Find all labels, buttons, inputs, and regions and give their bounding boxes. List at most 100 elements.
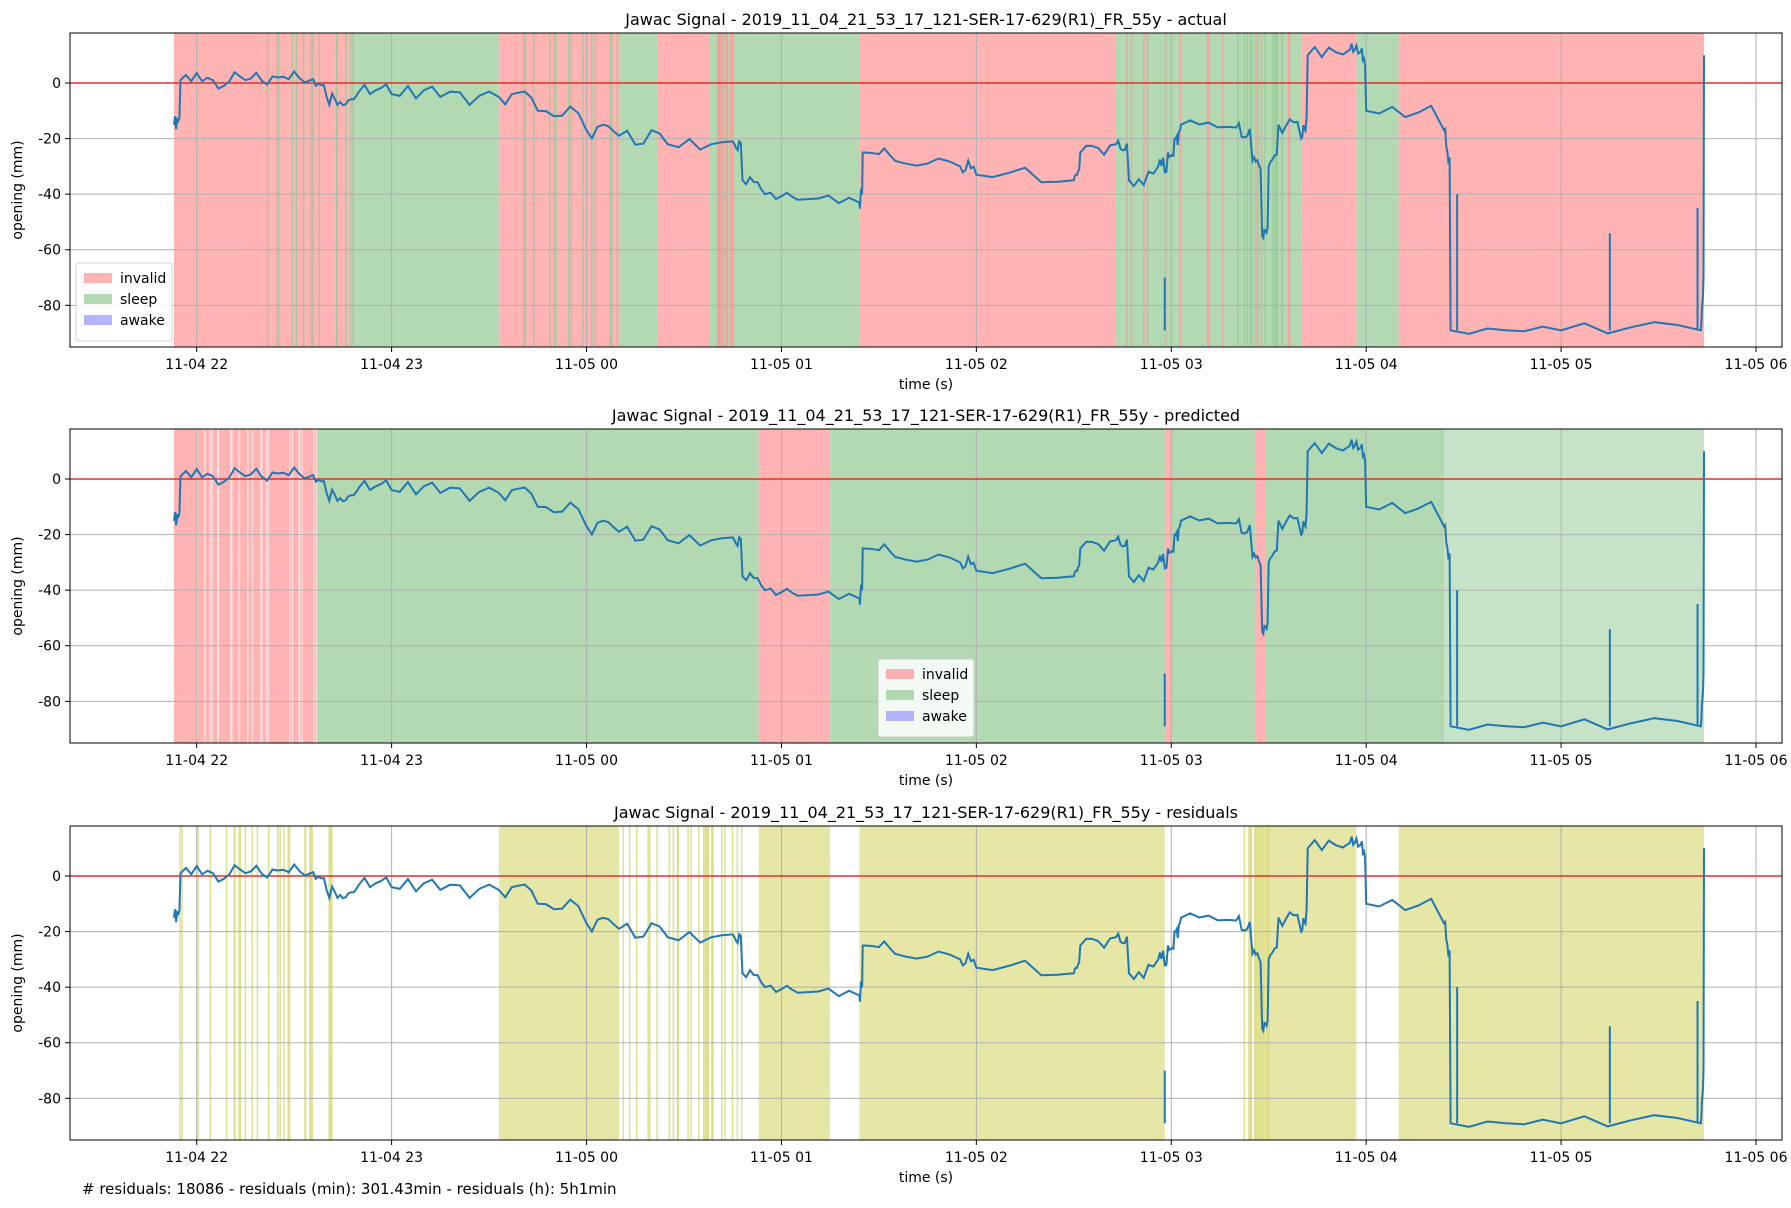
residual-tick (687, 826, 689, 1140)
band-stripe (568, 33, 570, 347)
band-stripe (1271, 33, 1274, 347)
residual-tick (244, 826, 247, 1140)
band-stripe (729, 33, 732, 347)
residual-tick (233, 826, 236, 1140)
band-invalid (758, 429, 831, 743)
legend-label-invalid: invalid (120, 271, 166, 287)
band-stripe (724, 33, 727, 347)
x-tick-label: 11-05 00 (555, 1150, 618, 1166)
band-stripe (1206, 33, 1209, 347)
x-tick-label: 11-05 02 (945, 357, 1008, 373)
y-axis-label: opening (mm) (10, 933, 26, 1032)
band-stripe (717, 33, 719, 347)
x-tick-label: 11-05 06 (1725, 1150, 1788, 1166)
band-stripe (352, 33, 354, 347)
band-stripe (229, 429, 232, 743)
x-tick-label: 11-05 06 (1725, 753, 1788, 769)
x-tick-label: 11-05 03 (1140, 1150, 1203, 1166)
band-residual (498, 826, 620, 1140)
band-stripe (1276, 33, 1278, 347)
chart-title: Jawac Signal - 2019_11_04_21_53_17_121-S… (624, 10, 1227, 30)
x-tick-label: 11-04 23 (360, 357, 423, 373)
band-stripe (524, 33, 527, 347)
band-stripe (549, 33, 551, 347)
chart-panel-0: 11-04 22 11-04 23 11-05 00 11-05 01 11-05 02… (10, 10, 1788, 393)
residual-tick (647, 826, 649, 1140)
band-stripe (295, 33, 298, 347)
band-sleep (1265, 429, 1445, 743)
residual-tick (721, 826, 723, 1140)
residual-tick (256, 826, 259, 1140)
legend-label-invalid: invalid (922, 667, 968, 683)
residual-tick (267, 826, 270, 1140)
x-tick-label: 11-05 05 (1530, 753, 1593, 769)
residual-tick (711, 826, 713, 1140)
chart-title: Jawac Signal - 2019_11_04_21_53_17_121-S… (613, 803, 1238, 823)
chart-panel-2: 11-04 22 11-04 23 11-05 00 11-05 01 11-05 02… (10, 803, 1788, 1186)
band-sleep (1171, 429, 1256, 743)
band-sleep (316, 429, 759, 743)
legend-label-awake: awake (120, 313, 165, 329)
band-stripe (289, 429, 291, 743)
band-stripe (1249, 33, 1251, 347)
y-tick-label: -60 (38, 243, 61, 259)
band-stripe (335, 33, 338, 347)
x-tick-label: 11-05 01 (750, 357, 813, 373)
band-stripe (261, 429, 263, 743)
signal-line (173, 835, 1705, 1128)
x-axis-label: time (s) (899, 377, 953, 393)
band-sleep (619, 33, 658, 347)
band-stripe (1179, 33, 1182, 347)
residual-tick (706, 826, 708, 1140)
band-sleep (1356, 33, 1399, 347)
band-stripe (1222, 33, 1224, 347)
residual-tick (283, 826, 285, 1140)
band-invalid (498, 33, 620, 347)
legend-swatch-sleep (84, 294, 112, 304)
residual-tick (287, 826, 289, 1140)
residual-tick (731, 826, 734, 1140)
plot-area (70, 826, 1782, 1140)
y-tick-label: -20 (38, 132, 61, 148)
residual-tick (1250, 826, 1253, 1140)
legend-swatch-invalid (886, 669, 914, 679)
residual-tick (179, 826, 181, 1140)
residual-tick (1257, 826, 1260, 1140)
band-sleep (352, 33, 499, 347)
legend-label-awake: awake (922, 709, 967, 725)
x-tick-label: 11-05 03 (1140, 357, 1203, 373)
panels: 11-04 22 11-04 23 11-05 00 11-05 01 11-05 02… (10, 10, 1788, 1186)
residual-tick (724, 826, 726, 1140)
band-residual (1398, 826, 1705, 1140)
band-stripe (276, 33, 279, 347)
residual-tick (197, 826, 199, 1140)
band-stripe (318, 33, 321, 347)
band-stripe (298, 429, 300, 743)
residual-tick (309, 826, 311, 1140)
y-tick-label: -40 (38, 980, 61, 996)
residual-tick (648, 826, 651, 1140)
x-tick-label: 11-05 04 (1335, 357, 1398, 373)
residual-tick (677, 826, 680, 1140)
band-stripe (266, 33, 269, 347)
axes-frame (69, 32, 1783, 348)
band-stripe (211, 429, 213, 743)
band-stripe (315, 429, 318, 743)
band-stripe (217, 429, 220, 743)
residual-tick (1249, 826, 1251, 1140)
band-stripe (1275, 33, 1278, 347)
x-axis-label: time (s) (899, 1170, 953, 1186)
band-residual (859, 826, 1165, 1140)
residual-tick (276, 826, 279, 1140)
residual-tick (279, 826, 281, 1140)
y-tick-label: -20 (38, 528, 61, 544)
x-tick-label: 11-04 23 (360, 753, 423, 769)
y-tick-label: -80 (38, 298, 61, 314)
signal-line (173, 42, 1705, 335)
y-tick-label: -80 (38, 1091, 61, 1107)
axes-frame (69, 825, 1783, 1141)
residual-tick (704, 826, 707, 1140)
chart-panel-1: 11-04 22 11-04 23 11-05 00 11-05 01 11-05 02… (10, 406, 1788, 789)
x-tick-label: 11-04 22 (165, 1150, 228, 1166)
